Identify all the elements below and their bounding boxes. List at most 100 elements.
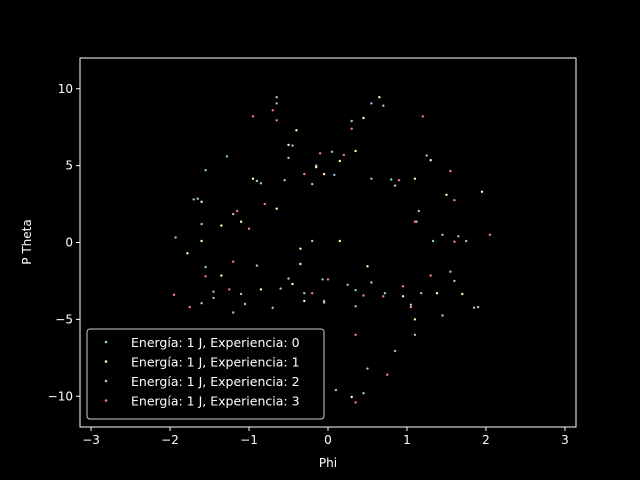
legend: Energía: 1 J, Experiencia: 0 Energía: 1 J… bbox=[86, 328, 325, 420]
legend-marker bbox=[104, 360, 108, 363]
data-point bbox=[390, 178, 393, 181]
data-point bbox=[220, 224, 223, 227]
data-point bbox=[315, 166, 318, 169]
x-axis: −3 −2 −1 0 1 2 3 bbox=[82, 427, 569, 447]
data-point bbox=[174, 236, 177, 239]
data-point bbox=[366, 367, 369, 370]
data-point bbox=[232, 260, 235, 263]
data-point bbox=[350, 119, 353, 123]
data-point bbox=[311, 292, 314, 295]
data-point bbox=[465, 239, 468, 243]
data-point bbox=[393, 349, 397, 353]
data-point bbox=[429, 159, 432, 162]
y-tick-label: 0 bbox=[65, 236, 73, 250]
data-point bbox=[397, 179, 401, 182]
data-point bbox=[366, 265, 369, 268]
x-axis-label: Phi bbox=[319, 456, 337, 470]
data-point bbox=[370, 102, 373, 105]
data-point bbox=[413, 318, 417, 321]
data-point bbox=[251, 177, 255, 180]
data-point bbox=[228, 288, 231, 291]
data-point bbox=[421, 115, 424, 118]
data-point bbox=[311, 239, 314, 243]
data-point bbox=[333, 173, 336, 177]
data-point bbox=[449, 169, 452, 173]
data-point bbox=[322, 172, 326, 176]
data-point bbox=[186, 252, 189, 255]
data-point bbox=[413, 333, 417, 336]
data-point bbox=[204, 265, 207, 269]
data-point bbox=[283, 179, 286, 182]
data-point bbox=[212, 296, 215, 300]
legend-box bbox=[86, 328, 325, 420]
data-point bbox=[354, 149, 357, 153]
legend-entry-label: Energía: 1 J, Experiencia: 0 bbox=[131, 335, 300, 350]
data-point bbox=[449, 270, 452, 273]
legend-entry-label: Energía: 1 J, Experiencia: 1 bbox=[131, 355, 300, 370]
data-point bbox=[401, 285, 405, 288]
data-point bbox=[271, 109, 274, 112]
data-point bbox=[239, 220, 243, 223]
data-point bbox=[330, 150, 334, 153]
scatter-points bbox=[172, 96, 492, 404]
data-point bbox=[291, 282, 294, 286]
data-point bbox=[338, 239, 341, 243]
data-point bbox=[383, 292, 387, 295]
data-point bbox=[200, 222, 203, 226]
y-tick-label: −5 bbox=[55, 312, 73, 326]
data-point bbox=[255, 264, 259, 267]
data-point bbox=[251, 115, 255, 118]
data-point bbox=[354, 305, 357, 308]
legend-marker bbox=[104, 379, 108, 383]
data-point bbox=[472, 306, 476, 309]
data-point bbox=[354, 401, 357, 404]
data-point bbox=[429, 274, 432, 277]
data-point bbox=[461, 292, 464, 296]
data-point bbox=[409, 305, 413, 309]
data-point bbox=[275, 96, 278, 99]
data-point bbox=[441, 233, 444, 236]
data-point bbox=[247, 227, 251, 230]
data-point bbox=[299, 247, 302, 250]
data-point bbox=[311, 182, 314, 186]
y-tick-label: 5 bbox=[65, 159, 73, 173]
x-tick-label: 1 bbox=[403, 433, 411, 447]
x-tick-label: 0 bbox=[324, 433, 332, 447]
data-point bbox=[204, 169, 207, 172]
data-point bbox=[200, 200, 203, 203]
data-point bbox=[378, 96, 381, 99]
x-tick-label: 2 bbox=[482, 433, 490, 447]
data-point bbox=[435, 292, 439, 295]
data-point bbox=[225, 155, 229, 158]
data-point bbox=[420, 292, 423, 295]
data-point bbox=[370, 281, 373, 284]
data-point bbox=[362, 294, 365, 297]
data-point bbox=[441, 314, 444, 317]
data-point bbox=[488, 233, 492, 236]
data-point bbox=[354, 289, 357, 292]
data-point bbox=[321, 278, 324, 281]
data-point bbox=[255, 179, 259, 183]
data-point bbox=[417, 209, 420, 213]
data-point bbox=[401, 295, 405, 298]
data-point bbox=[338, 159, 341, 163]
data-point bbox=[425, 154, 428, 157]
data-point bbox=[172, 293, 176, 296]
data-point bbox=[413, 220, 417, 223]
data-point bbox=[386, 373, 389, 376]
x-tick-label: 3 bbox=[561, 433, 569, 447]
data-point bbox=[354, 333, 357, 336]
data-point bbox=[204, 275, 207, 278]
legend-marker bbox=[104, 340, 108, 344]
data-point bbox=[362, 116, 365, 120]
data-point bbox=[453, 279, 456, 283]
data-point bbox=[409, 303, 413, 306]
data-point bbox=[243, 302, 247, 306]
y-axis: −10 −5 0 5 10 bbox=[48, 82, 80, 403]
data-point bbox=[188, 305, 191, 309]
data-point bbox=[271, 306, 274, 309]
data-point bbox=[287, 143, 290, 147]
data-point bbox=[334, 388, 338, 392]
data-point bbox=[275, 102, 278, 105]
data-point bbox=[303, 292, 306, 295]
